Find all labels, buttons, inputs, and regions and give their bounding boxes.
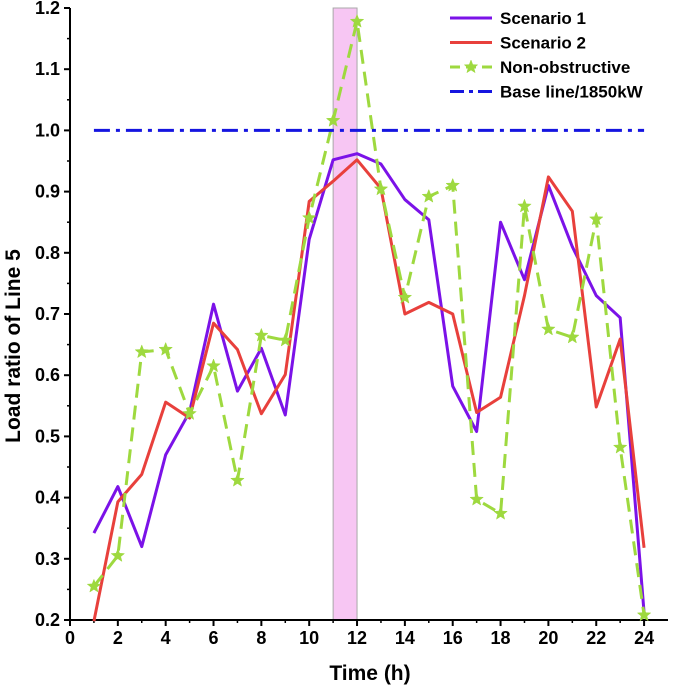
x-tick-label: 4 — [161, 628, 171, 648]
series-non-obstructive — [86, 13, 652, 622]
data-point-star — [182, 406, 197, 420]
series-scenario-2 — [92, 158, 646, 622]
data-point-star — [86, 578, 102, 593]
axes-layer: 0 2 4 6 8 10 12 14 16 18 20 22 240.20.30.40.50.60.70… — [35, 0, 668, 648]
x-tick-label: 20 — [538, 628, 558, 648]
data-point-star — [541, 321, 556, 336]
data-point-star — [254, 327, 269, 342]
data-point-star — [206, 358, 221, 373]
y-tick-label: 0.7 — [35, 304, 60, 324]
series-line — [92, 158, 646, 622]
x-tick-label: 14 — [395, 628, 415, 648]
data-point-star — [469, 491, 484, 506]
data-point-star — [588, 211, 604, 226]
x-tick-label: 10 — [299, 628, 319, 648]
legend-label: Non-obstructive — [500, 58, 630, 77]
y-tick-label: 1.0 — [35, 120, 60, 140]
series-line — [92, 152, 646, 613]
data-point-star — [325, 112, 341, 127]
data-point-star — [493, 505, 508, 520]
data-point-star — [564, 329, 580, 344]
y-tick-label: 0.2 — [35, 610, 60, 630]
x-axis-title: Time (h) — [329, 662, 410, 685]
data-point-star — [517, 198, 532, 213]
y-tick-label: 0.9 — [35, 182, 60, 202]
legend-star-icon — [463, 59, 479, 74]
legend-label: Base line/1850kW — [500, 83, 644, 102]
x-tick-label: 12 — [347, 628, 367, 648]
x-tick-label: 18 — [491, 628, 511, 648]
data-point-star — [612, 439, 628, 454]
x-tick-label: 0 — [65, 628, 75, 648]
y-tick-label: 0.6 — [35, 365, 60, 385]
y-axis-title: Load ratio of Line 5 — [2, 249, 25, 443]
legend-entry: Scenario 1 — [450, 9, 586, 28]
data-point-star — [301, 210, 317, 225]
x-tick-label: 6 — [209, 628, 219, 648]
x-tick-label: 2 — [113, 628, 123, 648]
series-scenario-1 — [92, 152, 646, 613]
data-point-star — [277, 332, 293, 347]
legend: Scenario 1 Scenario 2 Non-obstructive Base … — [450, 9, 644, 102]
legend-entry: Scenario 2 — [450, 34, 586, 53]
legend-label: Scenario 2 — [500, 34, 586, 53]
legend-entry: Base line/1850kW — [450, 83, 644, 102]
series-line — [92, 19, 646, 616]
data-point-star — [421, 188, 437, 203]
x-tick-label: 22 — [586, 628, 606, 648]
y-tick-label: 1.1 — [35, 59, 60, 79]
y-tick-label: 1.2 — [35, 0, 60, 18]
legend-label: Scenario 1 — [500, 9, 586, 28]
x-tick-label: 24 — [634, 628, 654, 648]
data-point-star — [158, 341, 174, 356]
y-tick-label: 0.3 — [35, 549, 60, 569]
data-point-star — [349, 13, 365, 28]
x-tick-label: 8 — [256, 628, 266, 648]
series-layer — [86, 13, 652, 622]
data-point-star — [230, 472, 245, 487]
y-tick-label: 0.5 — [35, 426, 60, 446]
data-point-star — [636, 607, 652, 622]
data-point-star — [445, 177, 461, 192]
data-point-star — [373, 181, 389, 196]
legend-entry: Non-obstructive — [450, 58, 630, 77]
y-tick-label: 0.4 — [35, 488, 60, 508]
data-point-star — [397, 289, 413, 304]
data-point-star — [134, 344, 150, 359]
x-tick-label: 16 — [443, 628, 463, 648]
y-tick-label: 0.8 — [35, 243, 60, 263]
data-point-star — [110, 548, 126, 562]
